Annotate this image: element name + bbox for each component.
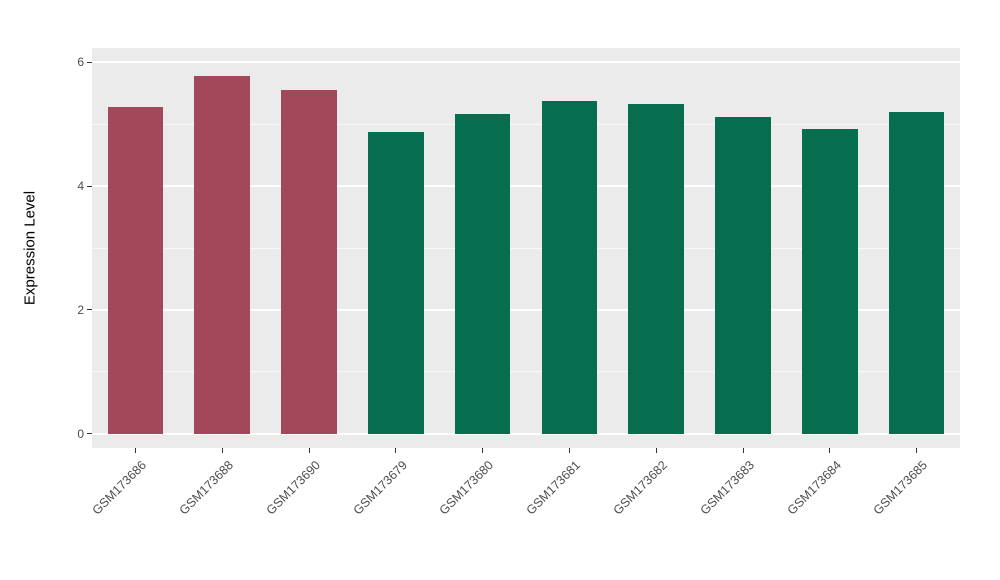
- x-tick-mark: [134, 448, 136, 453]
- bar-GSM173681: [541, 101, 598, 434]
- gridline-minor: [92, 371, 960, 373]
- x-tick-mark: [568, 448, 570, 453]
- x-tick-label: GSM173686: [89, 458, 150, 518]
- bar-GSM173680: [454, 113, 511, 434]
- gridline-major: [92, 61, 960, 64]
- gridline-major: [92, 308, 960, 311]
- x-tick-mark: [395, 448, 397, 453]
- y-axis-title: Expression Level: [21, 190, 39, 306]
- gridline-major: [92, 185, 960, 188]
- y-tick-label: 0: [77, 426, 84, 441]
- bar-GSM173679: [368, 131, 424, 434]
- x-tick-label: GSM173680: [436, 458, 497, 518]
- x-tick-mark: [308, 448, 310, 453]
- plot-panel: [92, 48, 960, 448]
- y-tick-label: 6: [77, 55, 84, 70]
- x-tick-mark: [655, 448, 657, 453]
- x-tick-label: GSM173679: [350, 458, 410, 518]
- x-tick-mark: [482, 448, 484, 453]
- gridline-minor: [92, 123, 960, 125]
- bar-GSM173690: [281, 90, 337, 434]
- x-tick-label: GSM173683: [697, 458, 757, 518]
- x-tick-label: GSM173681: [523, 458, 584, 518]
- x-tick-mark: [742, 448, 744, 453]
- bar-GSM173686: [107, 106, 164, 434]
- x-tick-label: GSM173685: [870, 458, 931, 518]
- x-tick-mark: [916, 448, 918, 453]
- bar-GSM173684: [802, 128, 858, 434]
- x-tick-label: GSM173682: [610, 458, 671, 518]
- gridline-minor: [92, 247, 960, 249]
- bar-GSM173685: [888, 112, 945, 434]
- y-tick-label: 2: [77, 302, 84, 317]
- bar-GSM173682: [628, 104, 684, 434]
- y-tick-mark: [87, 309, 92, 311]
- y-tick-mark: [87, 433, 92, 435]
- x-tick-label: GSM173690: [263, 458, 323, 518]
- x-tick-label: GSM173684: [784, 458, 844, 518]
- x-tick-mark: [829, 448, 831, 453]
- gridline-major: [92, 432, 960, 435]
- x-tick-mark: [221, 448, 223, 453]
- x-tick-label: GSM173688: [176, 458, 237, 518]
- y-tick-label: 4: [77, 179, 84, 194]
- bar-GSM173683: [715, 116, 771, 434]
- y-tick-mark: [87, 185, 92, 187]
- y-tick-mark: [87, 61, 92, 63]
- bar-GSM173688: [194, 75, 250, 434]
